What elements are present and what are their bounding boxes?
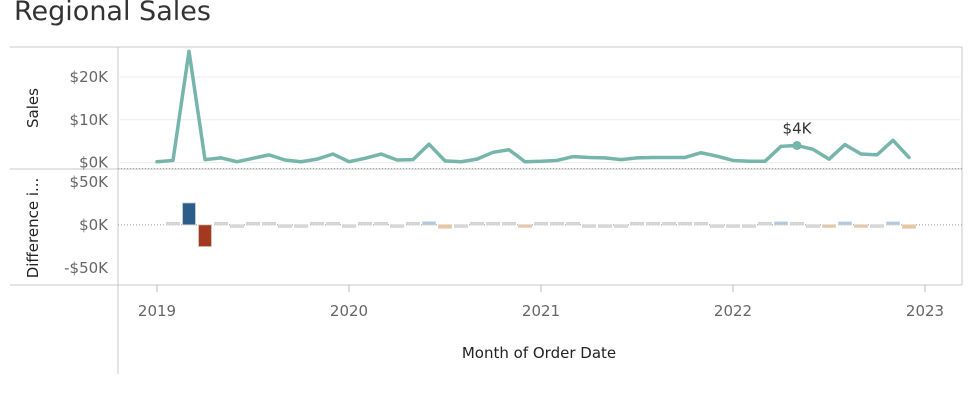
- difference-bar[interactable]: [358, 221, 372, 226]
- difference-bar[interactable]: [182, 202, 196, 226]
- difference-bar[interactable]: [598, 224, 612, 228]
- difference-bar[interactable]: [294, 224, 308, 228]
- difference-bar[interactable]: [838, 221, 852, 226]
- difference-pane: -$50K $0K $50K: [64, 173, 962, 277]
- x-axis-tick-label: 2022: [714, 302, 752, 320]
- difference-axis-title: Difference i...: [24, 178, 42, 279]
- difference-bar[interactable]: [582, 224, 596, 228]
- x-axis: 2019 2020 2021 2022 2023: [138, 285, 944, 320]
- sales-annotation-label: $4K: [783, 119, 813, 137]
- difference-bar[interactable]: [438, 224, 452, 229]
- difference-bar[interactable]: [342, 224, 356, 228]
- chart-title: Regional Sales: [14, 0, 211, 27]
- difference-bar[interactable]: [310, 221, 324, 226]
- difference-bar[interactable]: [214, 221, 228, 226]
- difference-bar[interactable]: [790, 221, 804, 226]
- difference-bar[interactable]: [166, 221, 180, 226]
- sales-y-tick-label: $20K: [70, 68, 110, 86]
- difference-bar[interactable]: [886, 221, 900, 226]
- difference-bar[interactable]: [694, 221, 708, 226]
- difference-bar[interactable]: [518, 224, 532, 228]
- sales-y-tick-label: $10K: [70, 111, 110, 129]
- difference-bar[interactable]: [550, 221, 564, 226]
- difference-bar[interactable]: [486, 221, 500, 226]
- difference-bar[interactable]: [246, 221, 260, 226]
- difference-bar[interactable]: [726, 224, 740, 228]
- sales-axis-title: Sales: [24, 88, 42, 128]
- difference-bar[interactable]: [806, 224, 820, 228]
- difference-bar[interactable]: [614, 224, 628, 228]
- difference-bar[interactable]: [470, 221, 484, 226]
- difference-bar[interactable]: [422, 221, 436, 226]
- difference-bar[interactable]: [390, 224, 404, 228]
- x-axis-title: Month of Order Date: [462, 344, 616, 362]
- difference-y-tick-label: -$50K: [64, 259, 109, 277]
- difference-y-tick-label: $0K: [79, 216, 109, 234]
- difference-bar[interactable]: [710, 224, 724, 228]
- x-axis-tick-label: 2020: [330, 302, 368, 320]
- difference-bar[interactable]: [630, 221, 644, 226]
- difference-bar[interactable]: [406, 221, 420, 226]
- sales-y-tick-label: $0K: [79, 154, 109, 172]
- difference-bar[interactable]: [374, 221, 388, 226]
- difference-bar[interactable]: [454, 224, 468, 228]
- difference-bar[interactable]: [742, 224, 756, 228]
- difference-bar[interactable]: [278, 224, 292, 228]
- difference-bar[interactable]: [662, 221, 676, 226]
- difference-bar[interactable]: [534, 221, 548, 226]
- difference-bar[interactable]: [566, 221, 580, 226]
- difference-bar[interactable]: [326, 221, 340, 226]
- difference-bar[interactable]: [678, 221, 692, 226]
- difference-bar[interactable]: [262, 221, 276, 226]
- difference-bar[interactable]: [854, 224, 868, 228]
- difference-bar[interactable]: [902, 224, 916, 229]
- sales-pane: $0K $10K $20K $4K: [70, 49, 962, 172]
- difference-bar[interactable]: [774, 221, 788, 226]
- difference-bar[interactable]: [822, 224, 836, 228]
- difference-bar[interactable]: [646, 221, 660, 226]
- sales-series-line: [155, 49, 911, 164]
- difference-bar[interactable]: [758, 221, 772, 226]
- x-axis-tick-label: 2021: [522, 302, 560, 320]
- difference-bar[interactable]: [198, 224, 212, 247]
- difference-bar[interactable]: [502, 221, 516, 226]
- difference-bar[interactable]: [870, 224, 884, 228]
- sales-annotation-point[interactable]: [792, 140, 802, 150]
- difference-bar[interactable]: [230, 224, 244, 228]
- x-axis-tick-label: 2023: [906, 302, 944, 320]
- chart-frame: [10, 46, 963, 374]
- difference-y-tick-label: $50K: [70, 173, 110, 191]
- x-axis-tick-label: 2019: [138, 302, 176, 320]
